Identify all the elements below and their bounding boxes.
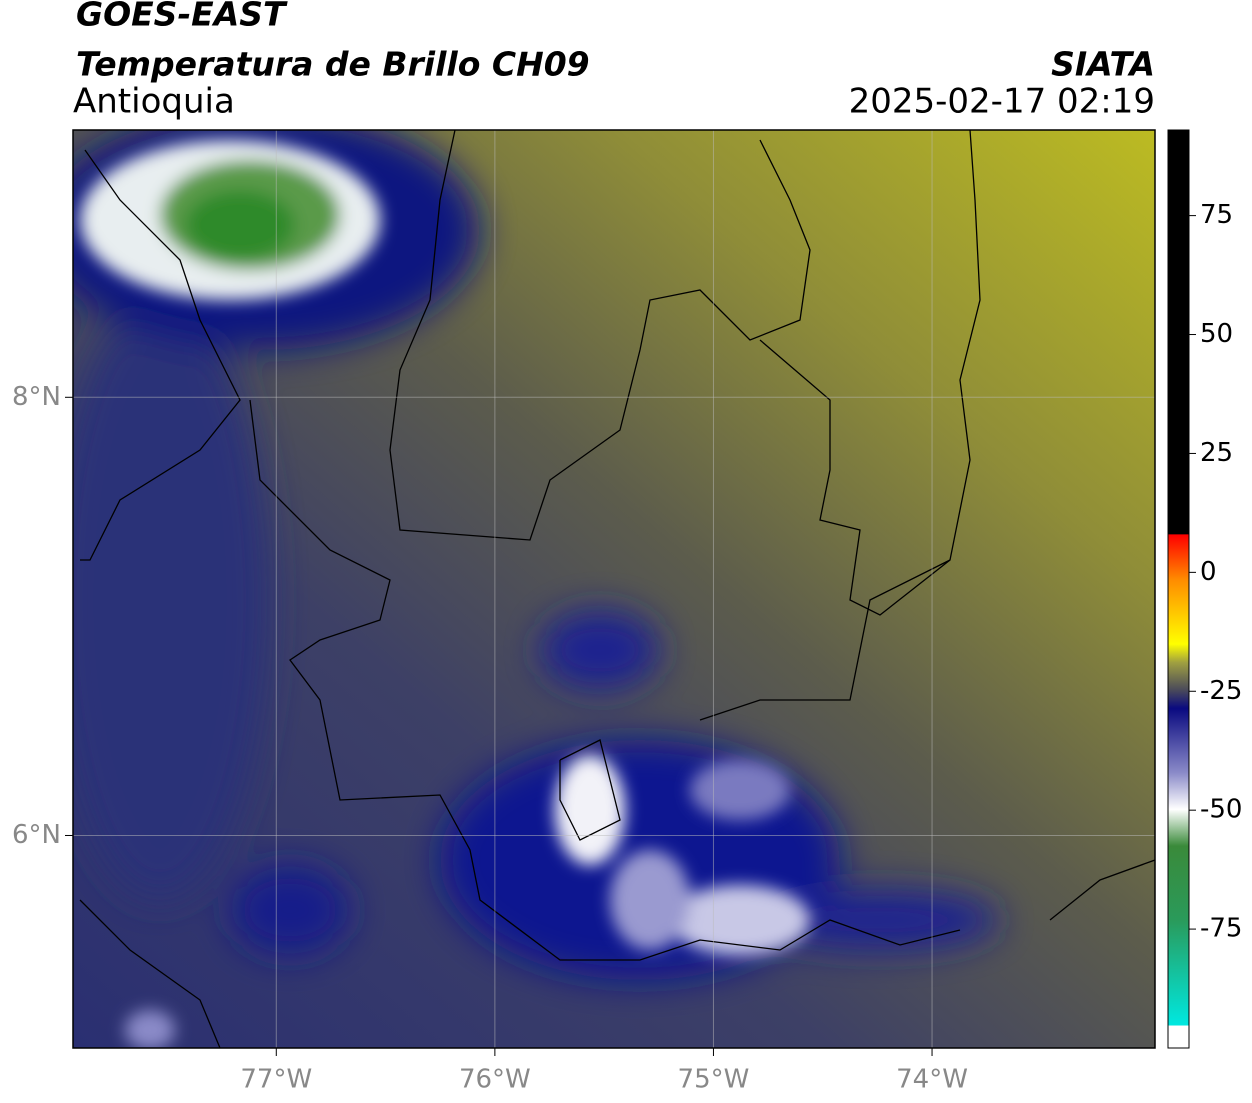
x-tick-label: 77°W — [240, 1065, 312, 1095]
x-tick-label: 74°W — [896, 1065, 968, 1095]
x-tick-label: 75°W — [678, 1065, 750, 1095]
colorbar-tick-label: 25 — [1200, 438, 1233, 468]
colorbar-tick-label: 50 — [1200, 319, 1233, 349]
colorbar-tick-label: -75 — [1200, 914, 1242, 944]
satellite-image — [73, 130, 1155, 1048]
x-tick-label: 76°W — [459, 1065, 531, 1095]
timestamp: 2025-02-17 02:19 — [849, 82, 1155, 122]
region: Antioquia — [73, 82, 235, 122]
colorbar-tick-label: 0 — [1200, 557, 1217, 587]
colorbar-tick-label: -25 — [1200, 676, 1242, 706]
colorbar-tick-label: 75 — [1200, 200, 1233, 230]
y-tick-label: 8°N — [12, 382, 61, 412]
y-tick-label: 6°N — [12, 820, 61, 850]
title: GOES-EAST — [76, 0, 288, 34]
colorbar — [1167, 129, 1190, 1049]
source: SIATA — [1051, 45, 1155, 84]
map-frame — [72, 129, 1156, 1049]
grid — [73, 130, 1155, 1048]
colorbar-tick-label: -50 — [1200, 795, 1242, 825]
subtitle: Temperatura de Brillo CH09 — [76, 45, 590, 84]
